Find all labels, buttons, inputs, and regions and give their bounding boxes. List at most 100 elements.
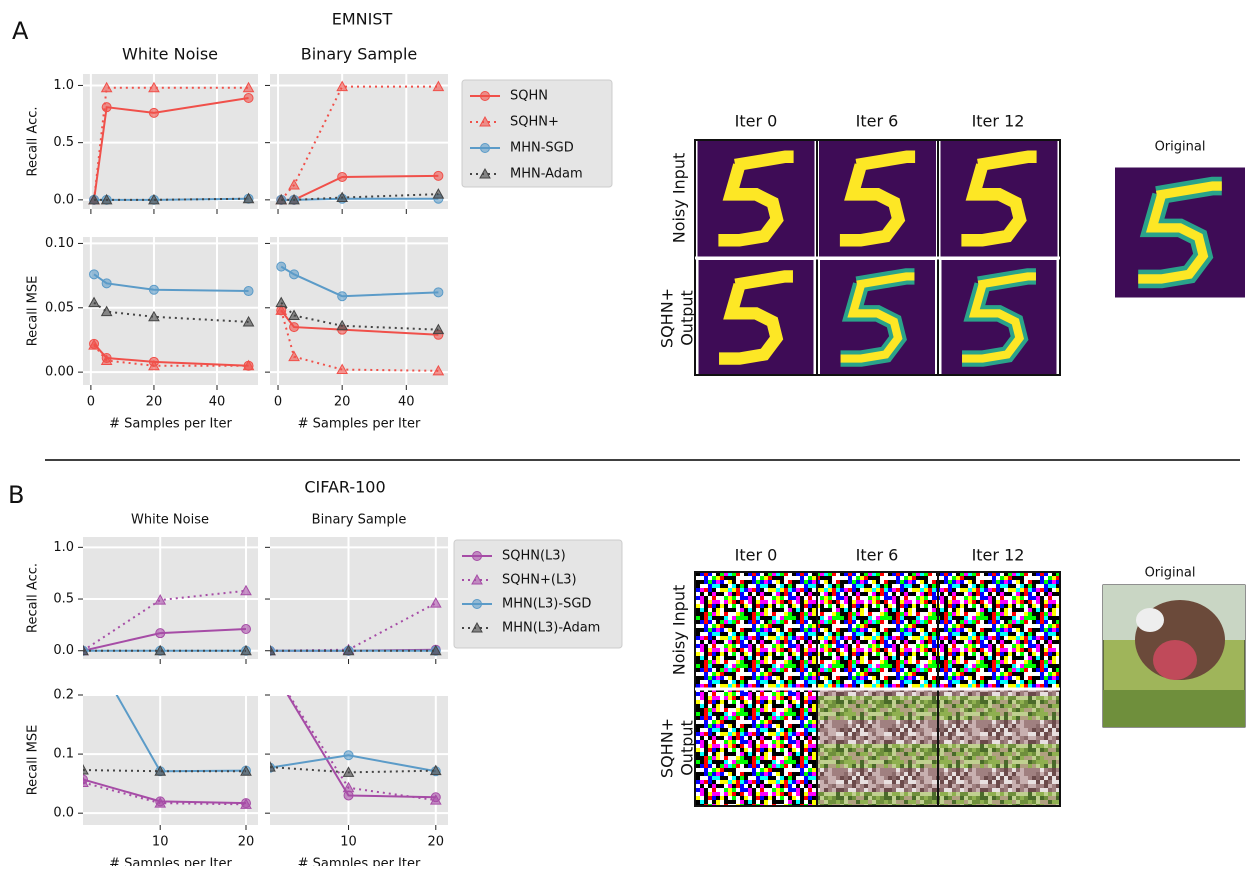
series-line [94,199,249,200]
marker [290,323,299,332]
marker [244,94,253,103]
image-tile [817,572,938,688]
y-tick-label: 1.0 [53,540,74,555]
row-label: Noisy Input [670,153,689,244]
image-grid: Iter 0 Iter 6 Iter 12 Noisy Input SQHN+ … [658,546,1246,807]
legend-label: SQHN(L3) [502,549,566,564]
legend-label: MHN(L3)-Adam [502,621,600,636]
marker [344,751,353,760]
column-label: Iter 0 [735,546,778,565]
x-tick-label: 20 [334,395,351,410]
x-axis-label: # Samples per Iter [109,857,232,867]
image-grid: Iter 0 Iter 6 Iter 12 Noisy Input SQHN+ … [658,112,1246,376]
column-label: Iter 12 [972,112,1025,131]
image-tile [695,572,817,688]
plot-area [83,74,258,209]
row-label: Output [678,720,697,776]
y-tick-label: 0.0 [53,806,74,821]
y-tick-label: 0.00 [45,365,74,380]
panel-title: EMNIST [332,10,393,29]
marker [90,270,99,279]
marker [473,600,482,609]
row-label: Noisy Input [670,585,689,676]
image-tile [820,260,935,375]
image-tile [819,140,936,257]
marker [266,661,275,670]
charts: 0.00.51.0Recall Acc.SQHNSQHN+MHN-SGDMHN-… [26,74,623,866]
x-axis-label: # Samples per Iter [298,857,421,867]
x-axis-label: # Samples per Iter [298,417,421,432]
chart [265,537,448,664]
row-label: SQHN+ [658,288,677,348]
image-tile [699,260,814,375]
y-tick-label: 0.0 [53,643,74,658]
plot-area [270,537,448,659]
marker [290,270,299,279]
plot-area [270,237,448,385]
column-title: Binary Sample [301,45,418,64]
marker [473,552,482,561]
series-line [281,199,438,200]
x-tick-label: 40 [209,395,226,410]
y-tick-label: 1.0 [53,78,74,93]
y-tick-label: 0.5 [53,135,74,150]
chart: 0 20 40 # Samples per Iter [265,237,448,432]
original-image [1103,585,1245,727]
figure: A EMNIST White Noise Binary Sample B CIF… [0,0,1255,866]
image-tile [695,690,817,806]
legend-label: MHN(L3)-SGD [502,597,591,612]
plot-area [83,695,258,825]
original-image [1115,168,1245,298]
y-tick-label: 0.5 [53,592,74,607]
panel-label: A [12,17,29,45]
marker [149,108,158,117]
y-tick-label: 0.2 [53,688,74,703]
y-axis-label: Recall MSE [26,276,41,347]
x-axis-label: # Samples per Iter [109,417,232,432]
y-axis-label: Recall Acc. [26,563,41,633]
panel-label: B [8,481,24,509]
original-label: Original [1155,140,1206,155]
marker [434,288,443,297]
marker [344,791,353,800]
chart: 10200.00.10.2Recall MSE# Samples per Ite… [26,631,259,866]
marker [244,287,253,296]
column-title: White Noise [122,45,218,64]
legend-label: SQHN+ [510,115,559,130]
marker [156,629,165,638]
x-tick-label: 0 [274,395,282,410]
x-tick-label: 20 [146,395,163,410]
y-tick-label: 0.05 [45,300,74,315]
chart [265,74,448,214]
x-tick-label: 20 [428,835,445,850]
original-label: Original [1145,566,1196,581]
x-tick-label: 40 [398,395,415,410]
marker [434,171,443,180]
legend: SQHN(L3) SQHN+(L3) MHN(L3)-SGD MHN(L3)-Adam [454,540,622,648]
marker [338,292,347,301]
column-label: Iter 6 [856,546,899,565]
legend-label: SQHN [510,89,548,104]
legend-label: SQHN+(L3) [502,573,577,588]
marker [277,262,286,271]
marker [265,660,275,669]
marker [481,92,490,101]
y-tick-label: 0.1 [53,747,74,762]
row-label: Output [678,290,697,346]
marker [149,285,158,294]
x-tick-label: 10 [340,835,357,850]
marker [102,279,111,288]
page: A EMNIST White Noise Binary Sample B CIF… [0,0,1255,866]
x-tick-label: 10 [152,835,169,850]
panel-title: CIFAR-100 [304,478,385,497]
image-tile [942,260,1057,375]
column-label: Iter 0 [735,112,778,131]
image-tile [938,572,1060,688]
row-label: SQHN+ [658,718,677,778]
legend-label: MHN-Adam [510,167,583,182]
y-axis-label: Recall Acc. [26,106,41,176]
marker [338,172,347,181]
